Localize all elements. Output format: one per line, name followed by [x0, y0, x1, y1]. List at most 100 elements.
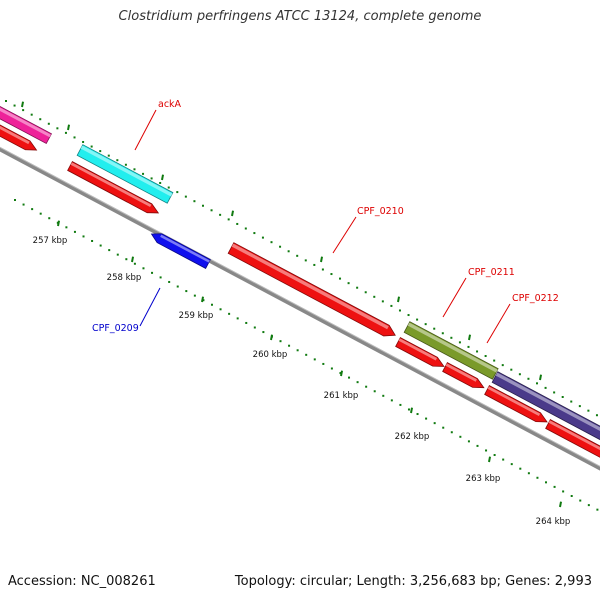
outer-major-tick	[320, 256, 324, 263]
inner-major-tick	[340, 370, 344, 377]
inner-minor-tick	[545, 481, 548, 484]
outer-minor-tick	[398, 309, 401, 312]
purple-feature-cpf-0212	[491, 371, 600, 441]
inner-minor-tick	[416, 413, 419, 416]
cds-arrow-cpf-0210	[227, 242, 396, 337]
inner-minor-tick	[330, 367, 333, 370]
inner-minor-tick	[407, 408, 410, 411]
inner-minor-tick	[519, 467, 522, 470]
outer-minor-tick	[30, 113, 33, 116]
outer-minor-tick	[244, 227, 247, 230]
outer-minor-tick	[587, 409, 590, 412]
gene-label-cpf-0210: CPF_0210	[357, 206, 404, 217]
outer-major-tick	[161, 174, 165, 181]
outer-minor-tick	[313, 263, 316, 266]
inner-minor-tick	[442, 426, 445, 429]
outer-minor-tick	[116, 159, 119, 162]
accession-label: Accession: NC_008261	[8, 574, 156, 589]
inner-minor-tick	[210, 303, 213, 306]
outer-minor-tick	[467, 345, 470, 348]
inner-minor-tick	[159, 276, 162, 279]
outer-minor-tick	[5, 100, 7, 102]
inner-minor-tick	[502, 458, 505, 461]
outer-minor-tick	[142, 172, 145, 175]
outer-minor-tick	[287, 250, 290, 253]
outer-minor-tick	[373, 295, 376, 298]
outer-minor-tick	[39, 118, 42, 121]
kbp-label: 257 kbp	[33, 236, 68, 246]
inner-minor-tick	[125, 258, 128, 261]
inner-minor-tick	[536, 476, 539, 479]
outer-major-tick	[67, 124, 71, 131]
genome-backbone	[0, 147, 600, 471]
outer-minor-tick	[279, 245, 282, 248]
outer-minor-tick	[236, 222, 239, 225]
inner-minor-tick	[476, 444, 479, 447]
kbp-label: 259 kbp	[179, 311, 214, 321]
inner-major-tick	[57, 220, 61, 227]
outer-minor-tick	[493, 359, 496, 362]
inner-minor-tick	[279, 340, 282, 343]
outer-major-tick	[397, 296, 401, 303]
inner-minor-tick	[176, 285, 179, 288]
outer-minor-tick	[64, 131, 67, 134]
gene-label-cpf-0212: CPF_0212	[512, 293, 559, 304]
inner-minor-tick	[133, 262, 136, 265]
inner-minor-tick	[527, 472, 530, 475]
gene-pointer-cpf-0210	[332, 216, 357, 254]
inner-minor-tick	[305, 353, 308, 356]
cds-arrow-a	[395, 337, 445, 367]
inner-minor-tick	[399, 403, 402, 406]
outer-major-tick	[21, 101, 25, 108]
inner-minor-tick	[288, 344, 291, 347]
kbp-label: 262 kbp	[395, 432, 430, 442]
tick-marks: 257 kbp 258 kbp 259 kbp 260 kbp 261 kbp 262 k…	[5, 100, 599, 527]
inner-minor-tick	[202, 299, 205, 302]
inner-major-tick	[201, 296, 205, 303]
inner-minor-tick	[262, 331, 265, 334]
kbp-label: 261 kbp	[324, 391, 359, 401]
inner-minor-tick	[39, 212, 42, 215]
kbp-label: 264 kbp	[536, 517, 571, 527]
inner-minor-tick	[339, 372, 342, 375]
outer-minor-tick	[553, 391, 556, 394]
cds-arrow-d	[545, 419, 600, 458]
cds-arrow-acka	[67, 161, 160, 214]
feature-tracks	[0, 105, 600, 471]
inner-minor-tick	[185, 290, 188, 293]
outer-minor-tick	[390, 304, 393, 307]
outer-minor-tick	[458, 341, 461, 344]
outer-minor-tick	[536, 382, 539, 385]
outer-minor-tick	[82, 140, 85, 143]
gene-pointer-cpf-0212	[486, 303, 511, 344]
gene-label-cpf-0209: CPF_0209	[92, 323, 139, 334]
outer-minor-tick	[476, 350, 479, 353]
outer-minor-tick	[595, 414, 598, 417]
inner-minor-tick	[142, 267, 145, 270]
inner-minor-tick	[373, 390, 376, 393]
inner-minor-tick	[31, 208, 34, 211]
inner-major-tick	[410, 407, 414, 414]
outer-minor-tick	[253, 232, 256, 235]
outer-minor-tick	[450, 336, 453, 339]
outer-minor-tick	[561, 396, 564, 399]
inner-minor-tick	[425, 417, 428, 420]
olive-feature-cpf-0211	[403, 321, 499, 380]
outer-minor-tick	[501, 364, 504, 367]
inner-minor-tick	[322, 362, 325, 365]
gene-labels: ackA CPF_0209 CPF_0210 CPF_0211 CPF_0212	[92, 99, 559, 344]
inner-minor-tick	[467, 440, 470, 443]
outer-minor-tick	[270, 241, 273, 244]
outer-minor-tick	[381, 300, 384, 303]
outer-minor-tick	[407, 314, 410, 317]
outer-minor-tick	[124, 163, 127, 166]
inner-minor-tick	[99, 244, 102, 247]
inner-minor-tick	[587, 504, 590, 507]
map-title: Clostridium perfringens ATCC 13124, comp…	[118, 9, 482, 24]
inner-minor-tick	[48, 217, 51, 220]
outer-minor-tick	[339, 277, 342, 280]
outer-minor-tick	[159, 181, 162, 184]
cds-arrow-cpf-0209	[150, 233, 211, 269]
outer-minor-tick	[107, 154, 110, 157]
